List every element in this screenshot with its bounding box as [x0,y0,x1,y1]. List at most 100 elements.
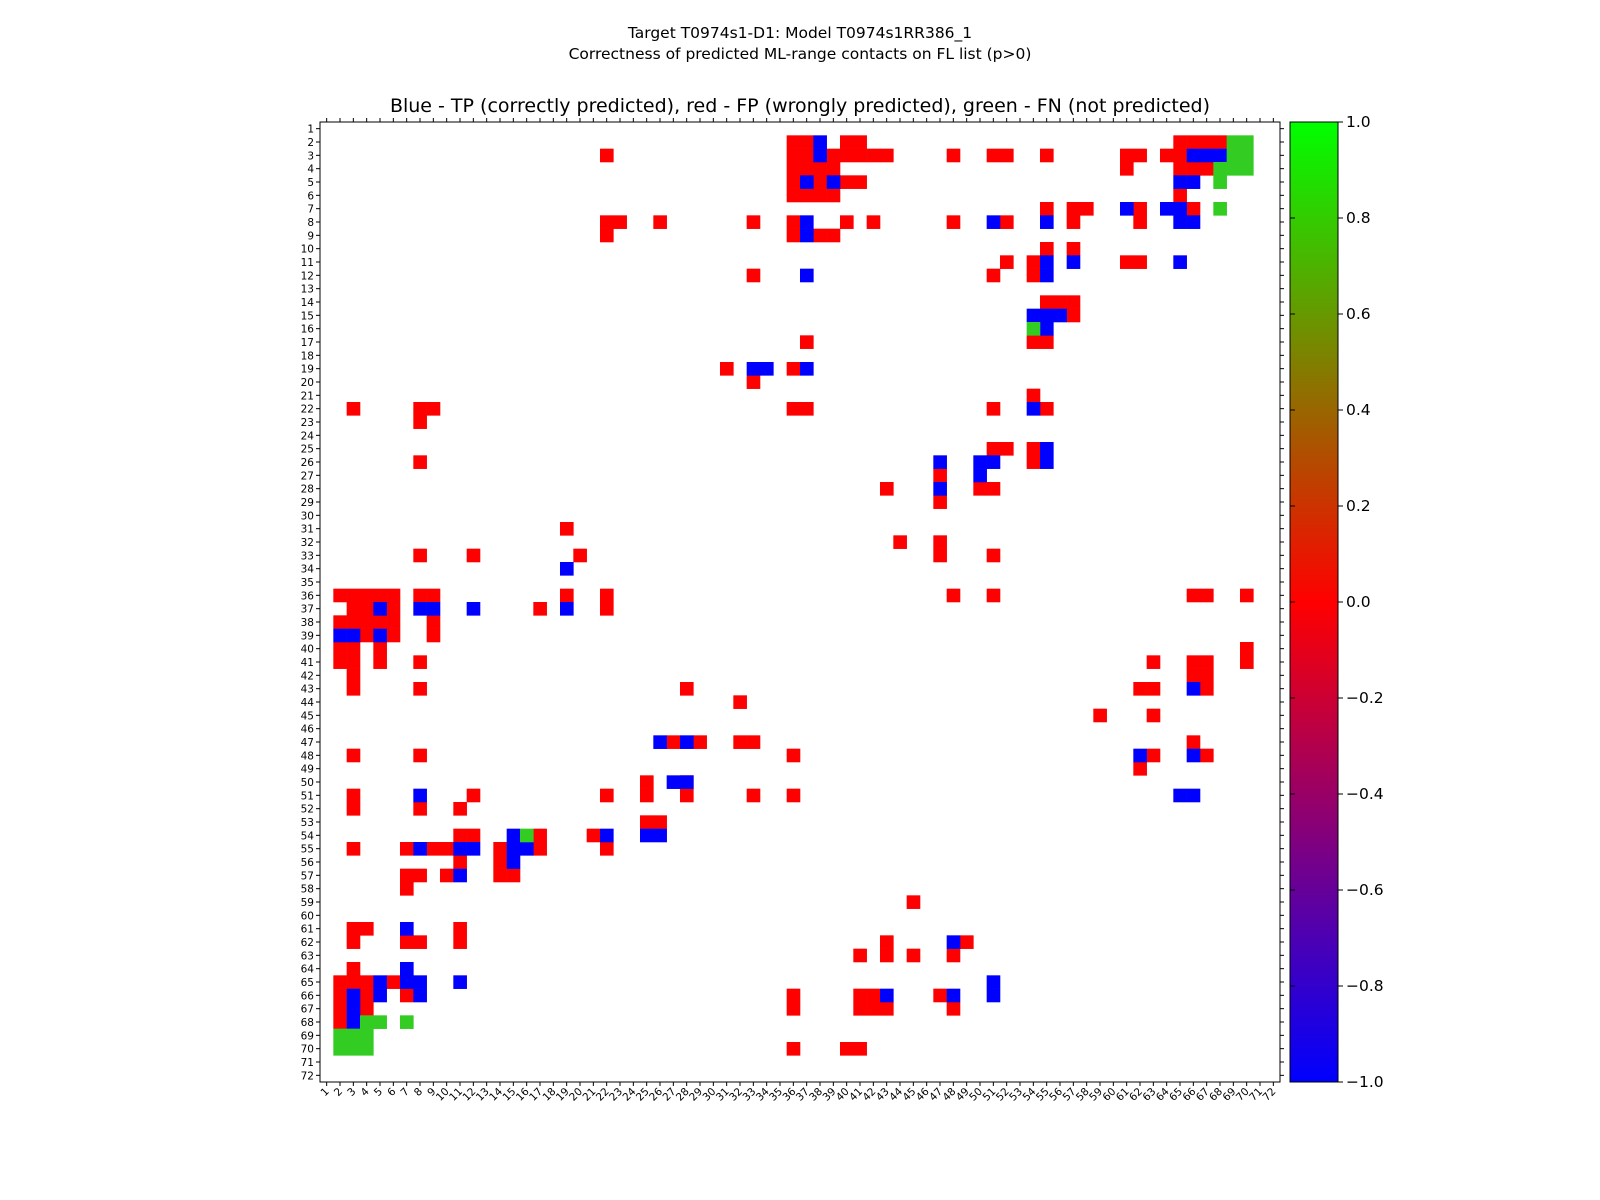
y-axis-ticks: 1234567891011121314151617181920212223242… [301,124,1284,1082]
fp-cell [346,655,361,669]
fp-cell [893,535,907,549]
colorbar-tick-label: 0.0 [1346,593,1371,611]
fp-cell [1066,215,1081,229]
fp-cell [1026,335,1041,349]
fp-cell [986,268,1001,283]
y-tick-label: 30 [301,510,314,522]
fp-cell [866,215,881,229]
fn-cell [1213,202,1227,216]
fp-cell [1026,442,1041,456]
fp-cell [426,842,441,856]
fp-cell [933,988,947,1003]
y-tick-label: 8 [307,217,314,229]
tp-cell [333,628,347,643]
fp-cell [1133,762,1147,776]
fp-cell [333,588,347,603]
fp-cell [640,775,654,789]
tp-cell [986,988,1001,1003]
fp-cell [346,962,361,976]
y-tick-label: 61 [301,924,314,936]
colorbar-tick-label: −0.6 [1346,881,1384,899]
fp-cell [946,588,961,603]
colorbar-tick-label: 0.4 [1346,401,1371,419]
tp-cell [520,842,534,856]
tp-cell [813,148,827,163]
y-tick-label: 34 [301,564,315,576]
fp-cell [986,588,1001,603]
fp-cell [533,828,547,843]
fp-cell [786,162,801,176]
fp-cell [840,148,854,163]
fp-cell [666,735,681,749]
y-tick-label: 69 [301,1030,314,1042]
fp-cell [426,615,441,629]
tp-cell [1186,215,1201,229]
fp-cell [560,522,574,536]
fp-cell [1200,668,1214,683]
fp-cell [1066,308,1081,323]
tp-cell [600,828,614,843]
fp-cell [346,668,361,683]
fp-cell [800,135,814,149]
y-tick-label: 6 [307,190,314,202]
fp-cell [453,802,467,816]
fp-cell [1186,735,1201,749]
fp-cell [386,975,401,989]
x-tick-label: 8 [412,1086,425,1099]
tp-cell [1040,308,1054,323]
tp-cell [413,842,427,856]
tp-cell [800,362,814,376]
fp-cell [733,695,747,709]
fp-cell [853,148,867,163]
fn-cell [1213,175,1227,189]
fp-cell [386,615,401,629]
fp-cell [346,788,361,803]
tp-cell [1186,148,1201,163]
fp-cell [826,162,841,176]
fp-cell [800,162,814,176]
tp-cell [760,362,774,376]
fp-cell [813,228,827,243]
fp-cell [493,855,507,869]
fp-cell [346,682,361,696]
fp-cell [1040,295,1054,309]
fp-cell [413,415,427,429]
fn-cell [1226,135,1241,149]
fp-cell [613,215,627,229]
y-tick-label: 43 [301,684,314,696]
fp-cell [453,828,467,843]
fp-cell [1200,682,1214,696]
tp-cell [413,988,427,1003]
y-tick-label: 18 [301,350,314,362]
y-tick-label: 65 [301,977,314,989]
fp-cell [346,588,361,603]
tp-cell [640,828,654,843]
fp-cell [600,148,614,163]
fp-cell [400,868,414,883]
fp-cell [1000,148,1014,163]
fp-cell [800,335,814,349]
y-tick-label: 50 [301,777,314,789]
fp-cell [440,868,454,883]
fp-cell [1240,642,1254,656]
y-tick-label: 12 [301,270,314,282]
fp-cell [840,175,854,189]
y-tick-label: 36 [301,590,315,602]
tp-cell [1173,202,1187,216]
fp-cell [786,788,801,803]
y-tick-label: 27 [301,470,314,482]
tp-cell [453,975,467,989]
fp-cell [986,548,1001,563]
fn-cell [360,1015,374,1029]
tp-cell [1040,455,1054,469]
fp-cell [786,988,801,1003]
fp-cell [400,935,414,949]
tp-cell [813,135,827,149]
fp-cell [786,175,801,189]
fp-cell [453,922,467,936]
colorbar-tick-label: −0.2 [1346,689,1384,707]
fp-cell [786,148,801,163]
fp-cell [786,362,801,376]
tp-cell [1173,255,1187,269]
fp-cell [1000,215,1014,229]
